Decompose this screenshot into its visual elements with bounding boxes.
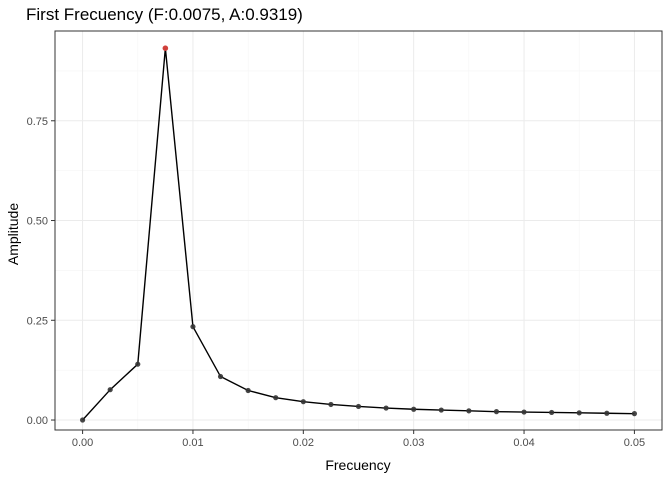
x-tick-label: 0.05 <box>624 437 645 449</box>
x-tick-label: 0.04 <box>513 437 534 449</box>
y-tick-label: 0.25 <box>27 315 48 327</box>
data-point <box>135 361 141 367</box>
data-point <box>273 395 279 401</box>
data-point <box>466 408 472 414</box>
grid-lines <box>55 31 662 430</box>
y-tick-label: 0.50 <box>27 216 48 228</box>
y-tick-label: 0.75 <box>27 116 48 128</box>
x-axis-title: Frecuency <box>325 457 390 473</box>
data-point <box>328 401 334 408</box>
y-axis-title: Amplitude <box>5 203 21 265</box>
axis-ticks: 0.00 0.01 0.02 0.03 0.04 0.05 0.00 0.25 0.50 0.75 <box>27 116 646 449</box>
data-point <box>438 407 444 413</box>
data-point <box>355 403 362 410</box>
x-tick-label: 0.01 <box>182 437 203 449</box>
x-tick-label: 0.03 <box>403 437 424 449</box>
data-point <box>411 406 417 412</box>
data-point <box>79 417 86 423</box>
data-point <box>383 405 389 411</box>
data-marks <box>79 45 638 423</box>
x-tick-label: 0.02 <box>293 437 314 449</box>
data-point <box>549 409 555 416</box>
data-point <box>521 409 527 415</box>
data-point <box>300 399 306 405</box>
chart-title: First Frecuency (F:0.0075, A:0.9319) <box>26 5 303 24</box>
data-point <box>631 411 638 417</box>
data-point <box>107 387 113 393</box>
y-tick-label: 0.00 <box>27 415 48 427</box>
x-tick-label: 0.00 <box>72 437 93 449</box>
peak-highlight-point <box>162 45 169 51</box>
data-point <box>245 387 251 394</box>
data-point <box>604 410 610 416</box>
data-point <box>493 409 500 415</box>
data-point <box>576 410 582 416</box>
data-point <box>217 373 224 380</box>
panel-border <box>54 30 663 431</box>
data-point <box>190 324 196 330</box>
